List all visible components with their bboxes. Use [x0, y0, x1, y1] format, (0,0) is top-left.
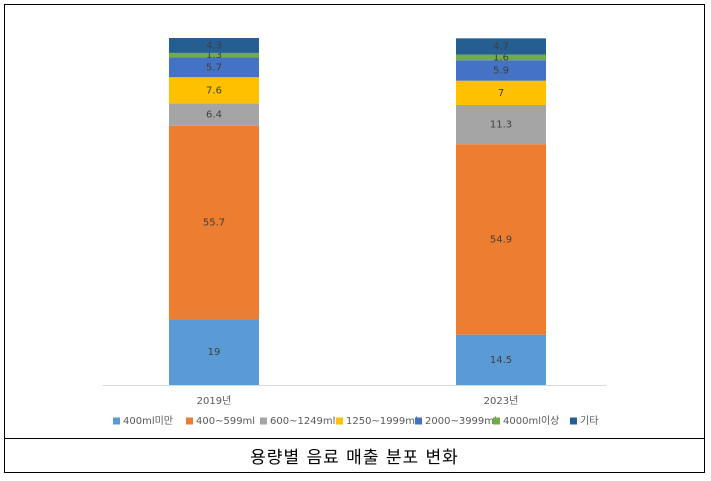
legend-label-0: 400ml미만	[123, 415, 173, 427]
data-label-0-2: 6.4	[206, 110, 222, 121]
legend-label-3: 1250~1999ml	[346, 416, 418, 427]
bar-segment-1-4	[456, 60, 546, 81]
legend-swatch-5	[493, 417, 500, 425]
bar-segment-1-0	[456, 334, 546, 385]
bar-segment-0-3	[169, 77, 259, 104]
legend-label-2: 600~1249ml	[270, 416, 335, 427]
bar-segment-0-4	[169, 57, 259, 78]
data-label-1-2: 11.3	[490, 120, 512, 131]
data-label-1-0: 14.5	[490, 355, 512, 366]
figure-frame: 19 55.7 6.4 7.6 5.7 1.3 4.3 14.5 54.9 11.3 7 5.9 1.6…	[4, 4, 705, 473]
legend-label-4: 2000~3999ml	[425, 416, 497, 427]
data-label-0-5: 1.3	[206, 50, 222, 61]
data-label-0-0: 19	[208, 347, 221, 358]
data-label-0-3: 7.6	[206, 85, 222, 96]
legend-swatch-6	[570, 417, 577, 425]
caption-box: 용량별 음료 매출 분포 변화	[5, 438, 704, 472]
data-label-0-6: 4.3	[206, 40, 222, 51]
legend-swatch-0	[113, 417, 120, 425]
bar-segment-1-1	[456, 144, 546, 335]
legend-label-5: 4000ml이상	[503, 415, 559, 427]
bar-segment-0-5	[169, 52, 259, 58]
bar-segment-1-2	[456, 104, 546, 145]
data-label-1-3: 7	[498, 88, 504, 99]
bar-segment-1-3	[456, 80, 546, 105]
data-label-0-1: 55.7	[203, 217, 225, 228]
data-label-1-5: 1.6	[493, 52, 509, 63]
data-label-1-1: 54.9	[490, 234, 512, 245]
legend-label-1: 400~599ml	[196, 416, 255, 427]
category-label-1: 2023년	[484, 395, 519, 407]
figure-caption: 용량별 음료 매출 분포 변화	[250, 448, 459, 468]
bar-segment-0-2	[169, 103, 259, 126]
category-label-0: 2019년	[197, 395, 232, 407]
legend-swatch-4	[415, 417, 422, 425]
legend-label-6: 기타	[580, 415, 598, 427]
legend: 400ml미만 400~599ml 600~1249ml 1250~1999ml 200…	[113, 415, 598, 427]
data-label-1-4: 5.9	[493, 65, 509, 76]
data-label-0-4: 5.7	[206, 62, 222, 73]
legend-swatch-3	[336, 417, 343, 425]
chart: 19 55.7 6.4 7.6 5.71.34.3 14.5 54.9 11.3 7 5.9 1.6…	[103, 38, 606, 427]
bar-segment-0-0	[169, 319, 259, 385]
bar-segment-1-5	[456, 54, 546, 61]
legend-swatch-2	[260, 417, 267, 425]
data-label-1-6: 4.7	[493, 42, 509, 53]
bar-segment-0-1	[169, 125, 259, 320]
bar-segment-0-6	[169, 38, 259, 53]
bar-segment-1-6	[456, 38, 546, 55]
legend-swatch-1	[186, 417, 193, 425]
